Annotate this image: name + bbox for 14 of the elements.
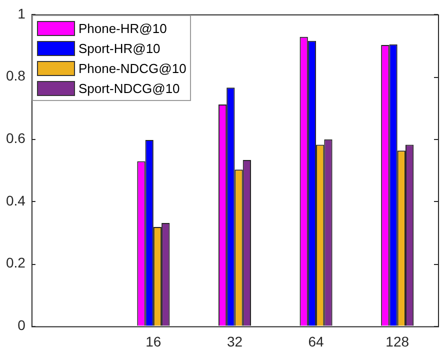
y-tick-label: 0.8 xyxy=(6,68,26,84)
y-tick-label: 1 xyxy=(18,5,26,22)
y-tick-label: 0 xyxy=(18,317,26,334)
legend-label: Phone-HR@10 xyxy=(78,20,167,36)
x-tick-label: 16 xyxy=(146,333,162,350)
legend-label: Phone-NDCG@10 xyxy=(78,60,186,76)
legend-label: Sport-HR@10 xyxy=(78,40,160,56)
x-tick-label: 128 xyxy=(386,333,410,350)
legend-label: Sport-NDCG@10 xyxy=(78,80,180,96)
x-tick-label: 32 xyxy=(226,333,243,350)
y-tick-label: 0.4 xyxy=(6,192,26,208)
y-tick-label: 0.6 xyxy=(6,130,26,146)
x-tick-label: 64 xyxy=(308,333,324,350)
y-tick-label: 0.2 xyxy=(6,254,26,271)
